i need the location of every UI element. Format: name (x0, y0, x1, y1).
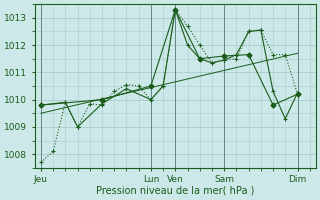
X-axis label: Pression niveau de la mer( hPa ): Pression niveau de la mer( hPa ) (96, 186, 254, 196)
